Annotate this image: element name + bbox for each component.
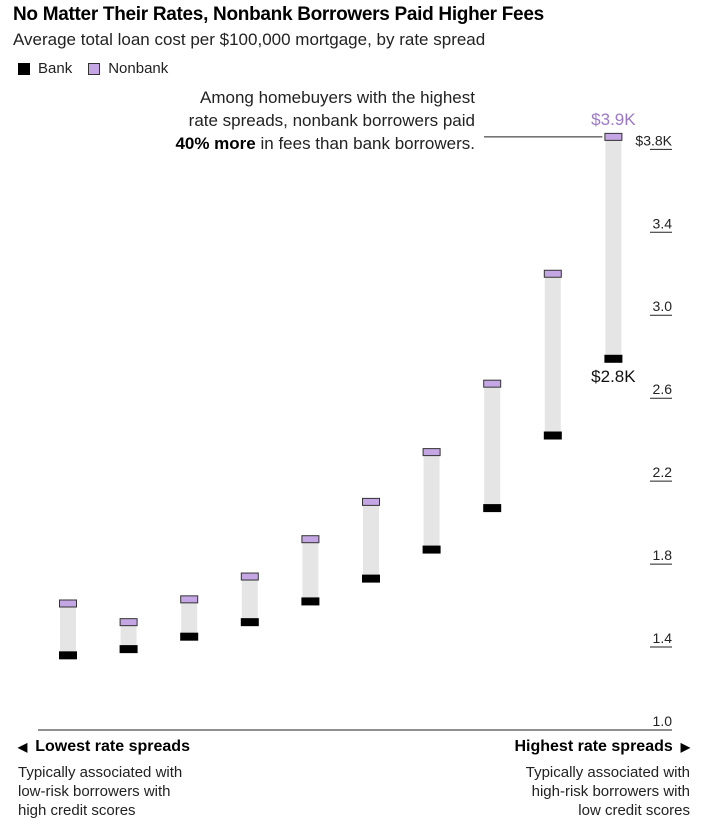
nonbank-data-label: $3.9K [591,110,636,129]
nonbank-marker [483,379,502,388]
y-tick-label: 1.4 [653,630,673,646]
legend-label-bank: Bank [38,60,73,77]
nonbank-marker [59,599,77,608]
range-bar [181,599,198,637]
y-tick-label: $3.8K [635,132,672,148]
nonbank-marker [301,535,320,544]
footer-highest-title: Highest rate spreads ▶ [514,738,690,756]
range-bar [302,539,319,602]
bank-marker [604,354,623,363]
footer-lowest-title: ◀ Lowest rate spreads [18,738,190,756]
nonbank-marker [119,618,138,627]
arrow-left-icon: ◀ [18,740,28,754]
bank-data-label: $2.8K [591,367,636,386]
bank-marker [180,632,199,641]
y-tick-label: 2.6 [653,381,673,397]
bank-marker [362,574,380,583]
range-bars [60,136,622,656]
bank-marker [422,545,441,554]
data-marks [59,132,623,660]
footer-lowest-label: Lowest rate spreads [35,738,190,755]
chart-title: No Matter Their Rates, Nonbank Borrowers… [13,4,544,25]
nonbank-marker [180,595,199,604]
annotation-highlight: 40% more [175,134,256,153]
y-tick-label: 3.0 [653,298,673,314]
bank-marker [59,651,77,660]
nonbank-marker [422,448,441,457]
y-tick-label: 2.2 [653,464,673,480]
legend-swatch-nonbank [88,62,101,75]
y-tick-label: 3.4 [653,215,673,231]
range-bar [363,501,379,579]
legend-item-bank: Bank [18,60,72,77]
y-tick-label: 1.0 [653,713,673,729]
bank-marker [543,431,562,440]
bank-marker [301,597,320,606]
footer-highest: Highest rate spreads ▶ Typically associa… [514,738,690,820]
bank-marker [240,618,259,627]
nonbank-marker [543,269,562,278]
footer-highest-description: Typically associated with high-risk borr… [525,764,690,819]
range-bar [120,622,137,650]
labels: $3.8K 3.4 3.0 2.6 2.2 1.8 1.4 1.0 $3.9K $2.8K [484,110,673,729]
gridlines [38,148,672,731]
annotation-text-before: Among homebuyers with the highest rate s… [188,88,475,130]
range-bar [484,383,501,509]
nonbank-marker [240,572,259,581]
footer-lowest: ◀ Lowest rate spreads Typically associat… [18,738,190,820]
bank-marker [119,645,138,654]
annotation-text-after: in fees than bank borrowers. [255,134,475,153]
y-tick-label: 1.8 [653,547,673,563]
range-bar [544,273,561,436]
range-bar [605,136,622,359]
bank-marker [483,504,502,513]
annotation: Among homebuyers with the highest rate s… [175,86,475,155]
legend: Bank Nonbank [18,60,184,77]
chart-subtitle: Average total loan cost per $100,000 mor… [13,30,486,49]
range-bar [241,576,258,623]
legend-item-nonbank: Nonbank [88,60,168,77]
legend-swatch-bank [18,62,30,75]
range-bar [423,452,440,550]
footer-highest-label: Highest rate spreads [514,738,673,755]
footer-lowest-description: Typically associated with low-risk borro… [18,764,183,819]
nonbank-marker [604,132,623,141]
arrow-right-icon: ▶ [680,740,690,754]
legend-label-nonbank: Nonbank [108,60,169,77]
range-bar [60,603,76,656]
nonbank-marker [362,497,380,506]
